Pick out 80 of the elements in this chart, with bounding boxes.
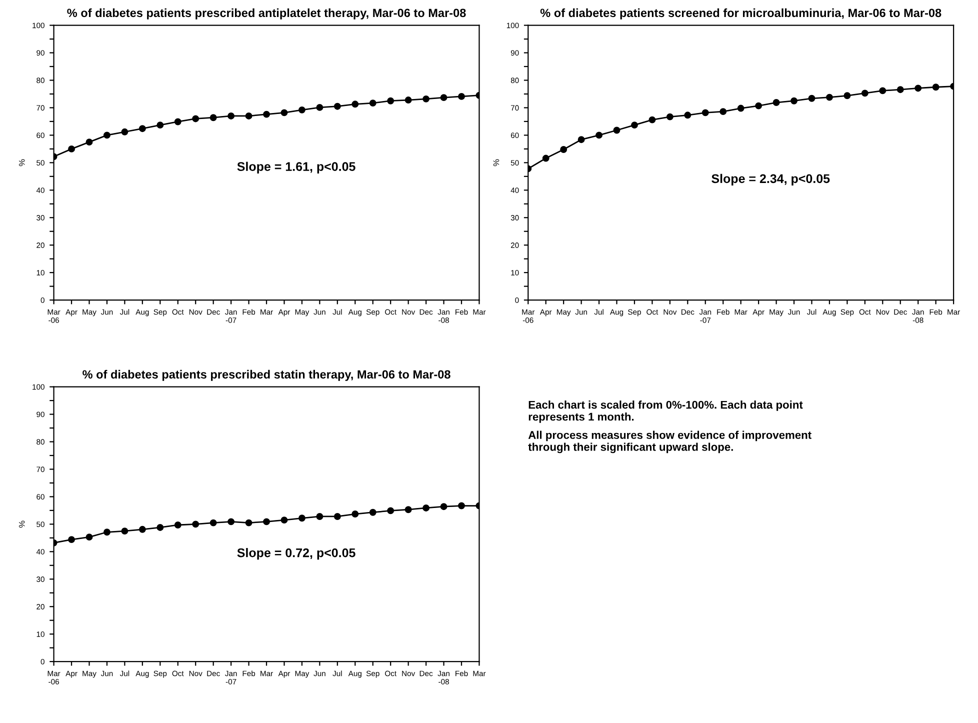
point bbox=[192, 520, 200, 528]
point bbox=[103, 528, 110, 536]
point bbox=[369, 100, 376, 107]
point bbox=[352, 510, 359, 518]
point bbox=[280, 516, 288, 524]
annotation: Slope = 0.72, p<0.05 bbox=[237, 548, 356, 560]
chart-title: % of diabetes patients screened for microalbuminuria, Mar-06 to Mar-08 bbox=[540, 8, 942, 20]
point bbox=[228, 112, 235, 120]
point bbox=[613, 126, 620, 134]
point bbox=[121, 528, 128, 535]
y-axis-title: % bbox=[18, 520, 25, 528]
y-axis-title: % bbox=[18, 159, 25, 166]
point bbox=[86, 534, 93, 541]
point bbox=[387, 97, 394, 104]
point bbox=[86, 138, 93, 146]
y-axis-title: % bbox=[493, 159, 500, 166]
point bbox=[458, 502, 465, 510]
point bbox=[156, 122, 164, 129]
chart-title: % of diabetes patients prescribed statin therapy, Mar-06 to Mar-08 bbox=[82, 370, 450, 381]
point bbox=[458, 92, 465, 100]
point bbox=[174, 118, 182, 126]
point bbox=[298, 514, 306, 522]
annotation: Slope = 1.61, p<0.05 bbox=[237, 162, 356, 174]
point bbox=[772, 99, 780, 106]
point bbox=[263, 518, 270, 526]
point bbox=[263, 110, 270, 118]
point bbox=[156, 524, 164, 531]
point bbox=[631, 122, 638, 129]
point bbox=[755, 102, 762, 110]
point bbox=[578, 136, 585, 144]
text: All process measures show evidence of improvement through their significant upward slope. bbox=[528, 430, 812, 454]
point bbox=[316, 513, 324, 520]
point bbox=[245, 112, 252, 120]
point bbox=[404, 506, 412, 514]
point bbox=[404, 96, 412, 104]
point bbox=[138, 125, 146, 132]
point bbox=[138, 526, 146, 533]
point bbox=[210, 114, 217, 122]
point bbox=[648, 116, 656, 124]
point bbox=[702, 109, 709, 116]
point bbox=[720, 108, 727, 116]
point bbox=[387, 507, 394, 514]
point bbox=[174, 522, 182, 528]
point bbox=[316, 104, 324, 111]
point bbox=[121, 128, 128, 136]
point bbox=[914, 84, 922, 92]
point bbox=[352, 100, 359, 108]
point bbox=[228, 518, 235, 526]
point bbox=[844, 92, 851, 100]
point bbox=[422, 95, 430, 102]
point bbox=[737, 104, 744, 112]
point bbox=[369, 508, 376, 516]
point bbox=[334, 513, 341, 520]
point bbox=[666, 113, 674, 120]
chart-title: % of diabetes patients prescribed antiplatelet therapy, Mar-06 to Mar-08 bbox=[67, 8, 466, 20]
point bbox=[245, 519, 252, 526]
point bbox=[560, 146, 568, 153]
point bbox=[334, 102, 341, 110]
point bbox=[440, 503, 448, 510]
point bbox=[879, 87, 886, 94]
point bbox=[422, 504, 430, 512]
point bbox=[68, 536, 75, 544]
point bbox=[808, 94, 816, 102]
point bbox=[103, 132, 110, 139]
point bbox=[542, 154, 550, 162]
point bbox=[932, 84, 940, 91]
point bbox=[684, 112, 692, 119]
point bbox=[826, 94, 833, 101]
point bbox=[298, 106, 306, 114]
text: Each chart is scaled from 0%-100%. Each data point represents 1 month. bbox=[528, 400, 803, 423]
annotation: Slope = 2.34, p<0.05 bbox=[712, 174, 830, 186]
point bbox=[192, 115, 200, 122]
point bbox=[861, 90, 868, 97]
point bbox=[210, 519, 217, 526]
point bbox=[596, 132, 602, 139]
point bbox=[790, 97, 798, 104]
point bbox=[68, 145, 75, 152]
point bbox=[896, 86, 904, 94]
point bbox=[440, 94, 448, 102]
point bbox=[280, 109, 288, 116]
